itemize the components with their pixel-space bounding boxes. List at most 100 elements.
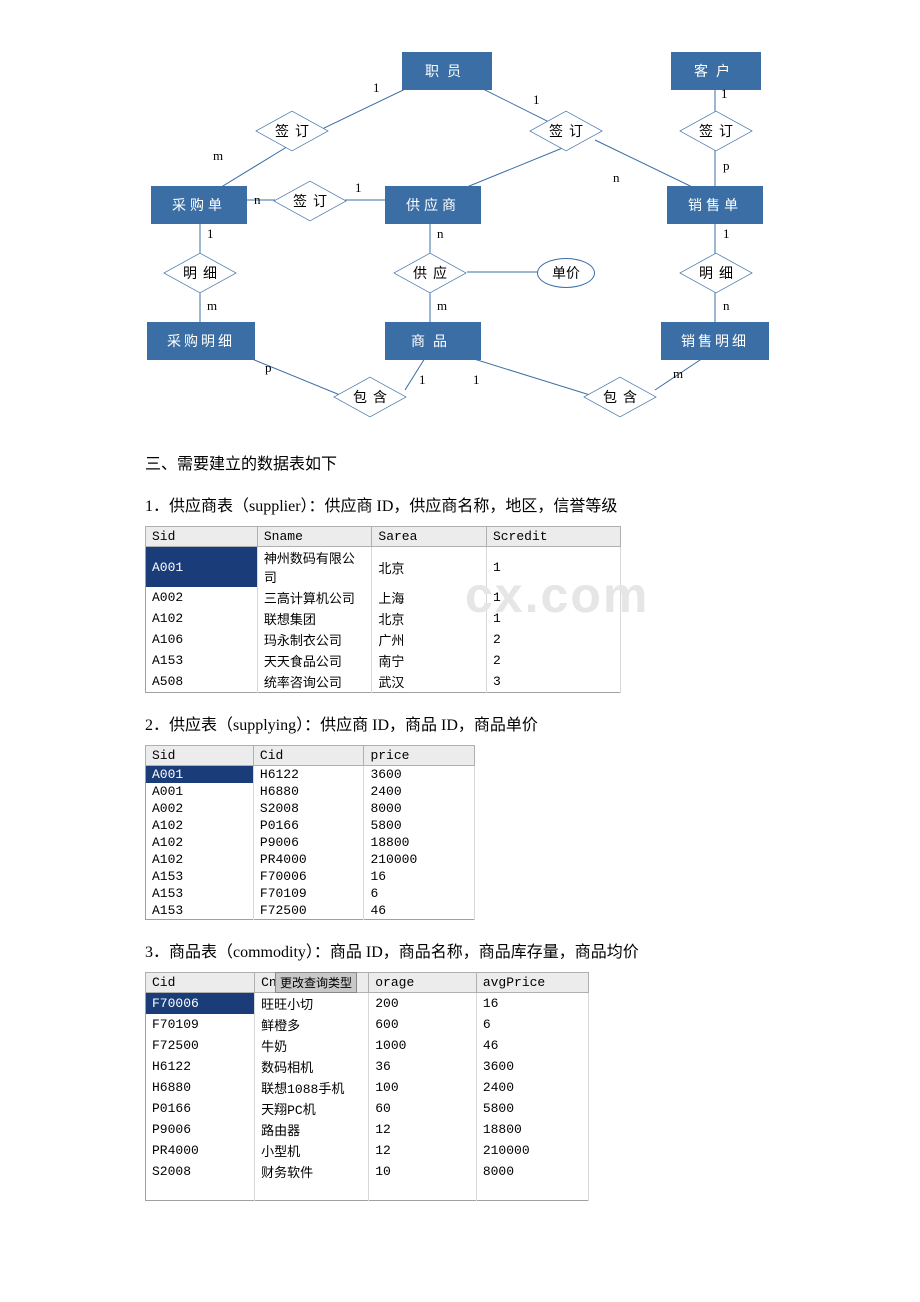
cell: 牛奶 <box>255 1035 369 1056</box>
rel-sign-4: 签订 <box>273 182 347 220</box>
cell: A002 <box>146 587 258 608</box>
supplying-table: Sid Cid price A001H61223600 A001H6880240… <box>145 745 475 920</box>
table-row: A001H68802400 <box>146 783 475 800</box>
card: 1 <box>533 92 540 108</box>
cell: A001 <box>146 783 254 800</box>
cell: F70109 <box>253 885 364 902</box>
table-row: P9006路由器1218800 <box>146 1119 589 1140</box>
cell: H6880 <box>253 783 364 800</box>
cell: 统率咨询公司 <box>257 671 372 693</box>
entity-customer: 客户 <box>671 52 761 90</box>
rel-detail-2: 明细 <box>679 254 753 292</box>
entity-commodity: 商品 <box>385 322 481 360</box>
table-header-row: Sid Cid price <box>146 746 475 766</box>
entity-purchase-detail: 采购明细 <box>147 322 255 360</box>
cell: 三高计算机公司 <box>257 587 372 608</box>
cell: H6122 <box>146 1056 255 1077</box>
table2-caption: 2．供应表（supplying）：供应商 ID，商品 ID，商品单价 <box>145 711 775 735</box>
rel-detail-2-label: 明细 <box>679 254 753 292</box>
cell: 北京 <box>372 547 487 588</box>
cell: F70006 <box>253 868 364 885</box>
cell: 1 <box>486 587 620 608</box>
cell: 60 <box>369 1098 477 1119</box>
card: n <box>613 170 620 186</box>
cell: P9006 <box>146 1119 255 1140</box>
rel-supply-label: 供应 <box>393 254 467 292</box>
cell: F72500 <box>146 1035 255 1056</box>
rel-sign-2: 签订 <box>529 112 603 150</box>
col-avgprice: avgPrice <box>476 973 588 993</box>
cell: A001 <box>146 766 254 784</box>
cell: S2008 <box>253 800 364 817</box>
attr-unit-price: 单价 <box>537 258 595 288</box>
rel-contain-1-label: 包含 <box>333 378 407 416</box>
cell: 财务软件 <box>255 1161 369 1182</box>
cell: F72500 <box>253 902 364 920</box>
table-row: A001H61223600 <box>146 766 475 784</box>
table-row: A153F701096 <box>146 885 475 902</box>
rel-sign-1-label: 签订 <box>255 112 329 150</box>
cell: 南宁 <box>372 650 487 671</box>
cell: 210000 <box>476 1140 588 1161</box>
cell: 12 <box>369 1119 477 1140</box>
card: 1 <box>355 180 362 196</box>
table-header-row: Sid Sname Sarea Scredit <box>146 527 621 547</box>
table-row: H6122数码相机363600 <box>146 1056 589 1077</box>
cell: 6 <box>476 1014 588 1035</box>
cell: 16 <box>476 993 588 1015</box>
cell: 3600 <box>476 1056 588 1077</box>
cell: 200 <box>369 993 477 1015</box>
cell: 100 <box>369 1077 477 1098</box>
table-row-empty <box>146 1182 589 1201</box>
table-row: A001神州数码有限公司北京1 <box>146 547 621 588</box>
table-row: PR4000小型机12210000 <box>146 1140 589 1161</box>
col-sid: Sid <box>146 527 258 547</box>
card: m <box>207 298 217 314</box>
table-row: A153天天食品公司南宁2 <box>146 650 621 671</box>
cell: A508 <box>146 671 258 693</box>
card: m <box>213 148 223 164</box>
cell: P0166 <box>253 817 364 834</box>
cell: 天翔PC机 <box>255 1098 369 1119</box>
cell: A102 <box>146 851 254 868</box>
card: n <box>437 226 444 242</box>
cell: 上海 <box>372 587 487 608</box>
entity-supplier: 供应商 <box>385 186 481 224</box>
cell: A153 <box>146 650 258 671</box>
rel-supply: 供应 <box>393 254 467 292</box>
cell: 46 <box>476 1035 588 1056</box>
col-sid: Sid <box>146 746 254 766</box>
cell: 联想集团 <box>257 608 372 629</box>
cell: 46 <box>364 902 475 920</box>
col-sname: Sname <box>257 527 372 547</box>
table-row: A153F7250046 <box>146 902 475 920</box>
card: n <box>254 192 261 208</box>
card: 1 <box>207 226 214 242</box>
table-row: F70109鲜橙多6006 <box>146 1014 589 1035</box>
cell: 2400 <box>476 1077 588 1098</box>
cell: H6122 <box>253 766 364 784</box>
cell: A002 <box>146 800 254 817</box>
col-cid: Cid <box>146 973 255 993</box>
cell: P0166 <box>146 1098 255 1119</box>
cell: 8000 <box>364 800 475 817</box>
cell: 2400 <box>364 783 475 800</box>
table-row: A508统率咨询公司武汉3 <box>146 671 621 693</box>
cell: 3 <box>486 671 620 693</box>
cell: 600 <box>369 1014 477 1035</box>
cell: 路由器 <box>255 1119 369 1140</box>
card: n <box>723 298 730 314</box>
rel-contain-2-label: 包含 <box>583 378 657 416</box>
cell: 1 <box>486 547 620 588</box>
header-overlay-tooltip: 更改查询类型 <box>275 972 357 993</box>
cell: 18800 <box>476 1119 588 1140</box>
cell: 3600 <box>364 766 475 784</box>
card: 1 <box>723 226 730 242</box>
cell: 北京 <box>372 608 487 629</box>
er-diagram: 职员 客户 签订 签订 签订 采购单 签订 供应商 销售单 明细 <box>145 40 785 420</box>
rel-contain-1: 包含 <box>333 378 407 416</box>
cell: 5800 <box>364 817 475 834</box>
cell: H6880 <box>146 1077 255 1098</box>
cell <box>476 1182 588 1201</box>
cell: P9006 <box>253 834 364 851</box>
